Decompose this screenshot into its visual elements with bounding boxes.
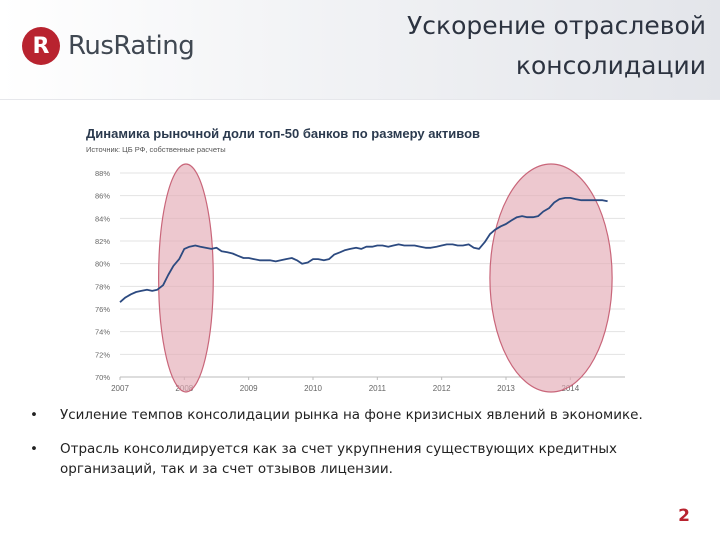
chart-title: Динамика рыночной доли топ-50 банков по … [86, 126, 481, 141]
y-tick-label: 82% [95, 237, 110, 246]
logo-text: RusRating [68, 31, 195, 61]
logo: R RusRating [22, 27, 195, 65]
x-tick-label: 2014 [561, 384, 579, 393]
y-tick-label: 78% [95, 282, 110, 291]
y-tick-label: 88% [95, 169, 110, 178]
y-tick-label: 84% [95, 214, 110, 223]
bullet-marker: • [30, 441, 38, 457]
x-tick-label: 2013 [497, 384, 515, 393]
bullet-item: • Отрасль консолидируется как за счет ук… [30, 439, 700, 479]
y-tick-label: 80% [95, 260, 110, 269]
bullet-list: • Усиление темпов консолидации рынка на … [30, 405, 700, 493]
highlight-ellipse [157, 163, 214, 393]
slide-title-line-2: консолидации [515, 51, 706, 80]
chart-area: 70%72%74%76%78%80%82%84%86%88%2007200820… [80, 124, 640, 404]
x-tick-label: 2011 [369, 384, 387, 393]
y-tick-label: 76% [95, 305, 110, 314]
y-tick-label: 72% [95, 350, 110, 359]
page-number: 2 [678, 506, 690, 526]
chart-source: Источник: ЦБ РФ, собственные расчеты [86, 145, 226, 154]
market-share-chart: 70%72%74%76%78%80%82%84%86%88%2007200820… [95, 163, 625, 393]
x-tick-label: 2010 [304, 384, 322, 393]
bullet-marker: • [30, 407, 38, 423]
market-share-series-line [119, 197, 608, 303]
slide-title-line-1: Ускорение отраслевой [407, 11, 706, 40]
bullet-text: Усиление темпов консолидации рынка на фо… [60, 407, 643, 423]
y-tick-label: 86% [95, 192, 110, 201]
bullet-item: • Усиление темпов консолидации рынка на … [30, 405, 700, 425]
bullet-text: Отрасль консолидируется как за счет укру… [60, 441, 618, 477]
y-tick-label: 70% [95, 373, 110, 382]
header-band [0, 0, 720, 100]
x-tick-label: 2007 [111, 384, 129, 393]
rusrating-logo-icon: R [22, 27, 60, 65]
y-tick-label: 74% [95, 328, 110, 337]
slide-title: Ускорение отраслевой консолидации [346, 6, 706, 86]
highlight-ellipse [489, 163, 613, 393]
x-tick-label: 2009 [240, 384, 258, 393]
x-tick-label: 2012 [433, 384, 451, 393]
